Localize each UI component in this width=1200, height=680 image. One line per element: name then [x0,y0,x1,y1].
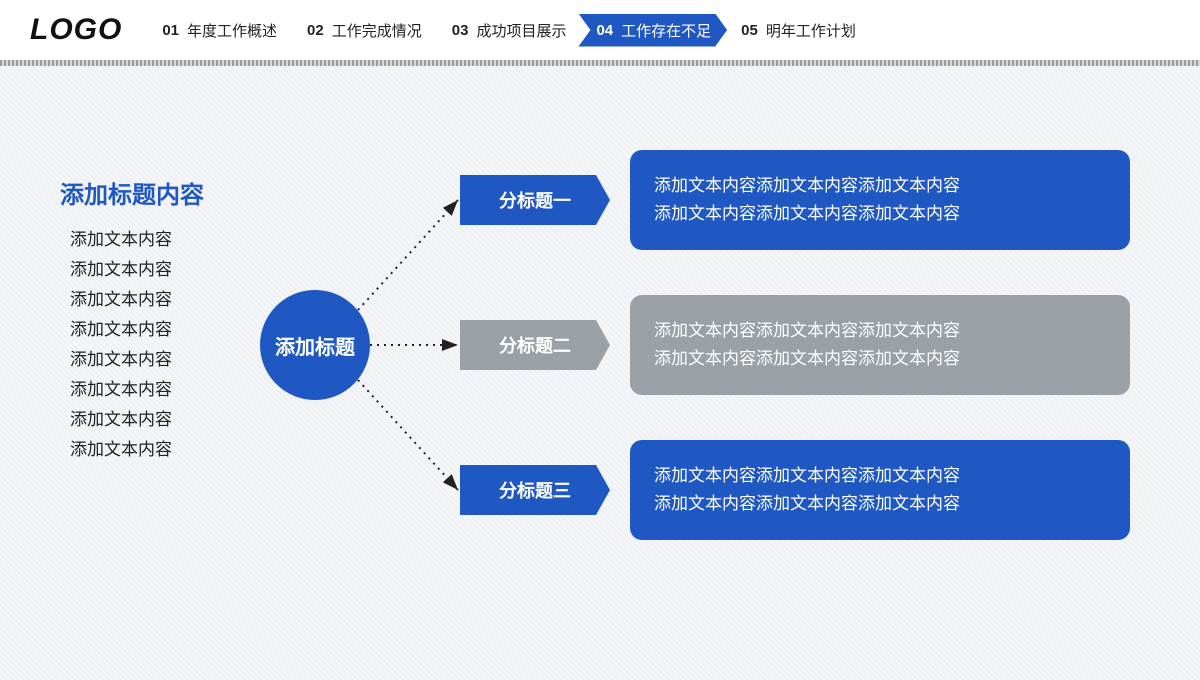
nav-item-label: 工作完成情况 [332,20,422,41]
list-item: 添加文本内容 [70,375,172,405]
top-bar: LOGO 01 年度工作概述 02 工作完成情况 03 成功项目展示 04 工作存在不足 05 明… [0,0,1200,60]
branch-card: 添加文本内容添加文本内容添加文本内容添加文本内容添加文本内容添加文本内容 [630,295,1130,395]
nav-item-label: 工作存在不足 [621,20,711,41]
list-item: 添加文本内容 [70,225,172,255]
nav-item-number: 04 [596,22,613,39]
nav-item[interactable]: 01 年度工作概述 [162,20,277,41]
nav: 01 年度工作概述 02 工作完成情况 03 成功项目展示 04 工作存在不足 05 明年工作计划 [162,20,1170,41]
logo: LOGO [30,13,122,47]
nav-item-label: 年度工作概述 [187,20,277,41]
card-line: 添加文本内容添加文本内容添加文本内容 [654,317,1106,345]
card-line: 添加文本内容添加文本内容添加文本内容 [654,172,1106,200]
list-item: 添加文本内容 [70,255,172,285]
branch-label: 分标题二 [460,320,610,370]
list-item: 添加文本内容 [70,285,172,315]
nav-item-label: 成功项目展示 [476,20,566,41]
card-line: 添加文本内容添加文本内容添加文本内容 [654,345,1106,373]
bullet-list: 添加文本内容添加文本内容添加文本内容添加文本内容添加文本内容添加文本内容添加文本… [70,225,172,465]
nav-item[interactable]: 03 成功项目展示 [452,20,567,41]
card-line: 添加文本内容添加文本内容添加文本内容 [654,200,1106,228]
nav-item[interactable]: 02 工作完成情况 [307,20,422,41]
nav-item[interactable]: 04 工作存在不足 [596,20,711,41]
nav-item-number: 05 [741,22,758,39]
center-node-label: 添加标题 [275,331,355,360]
card-line: 添加文本内容添加文本内容添加文本内容 [654,462,1106,490]
branch-label: 分标题一 [460,175,610,225]
nav-item-number: 01 [162,22,179,39]
branch-card: 添加文本内容添加文本内容添加文本内容添加文本内容添加文本内容添加文本内容 [630,440,1130,540]
nav-item-number: 02 [307,22,324,39]
list-item: 添加文本内容 [70,435,172,465]
list-item: 添加文本内容 [70,315,172,345]
branch-label: 分标题三 [460,465,610,515]
nav-item-label: 明年工作计划 [766,20,856,41]
list-item: 添加文本内容 [70,345,172,375]
section-title: 添加标题内容 [60,175,204,210]
nav-item-number: 03 [452,22,469,39]
nav-item[interactable]: 05 明年工作计划 [741,20,856,41]
card-line: 添加文本内容添加文本内容添加文本内容 [654,490,1106,518]
center-node: 添加标题 [260,290,370,400]
header-divider [0,60,1200,66]
list-item: 添加文本内容 [70,405,172,435]
branch-card: 添加文本内容添加文本内容添加文本内容添加文本内容添加文本内容添加文本内容 [630,150,1130,250]
